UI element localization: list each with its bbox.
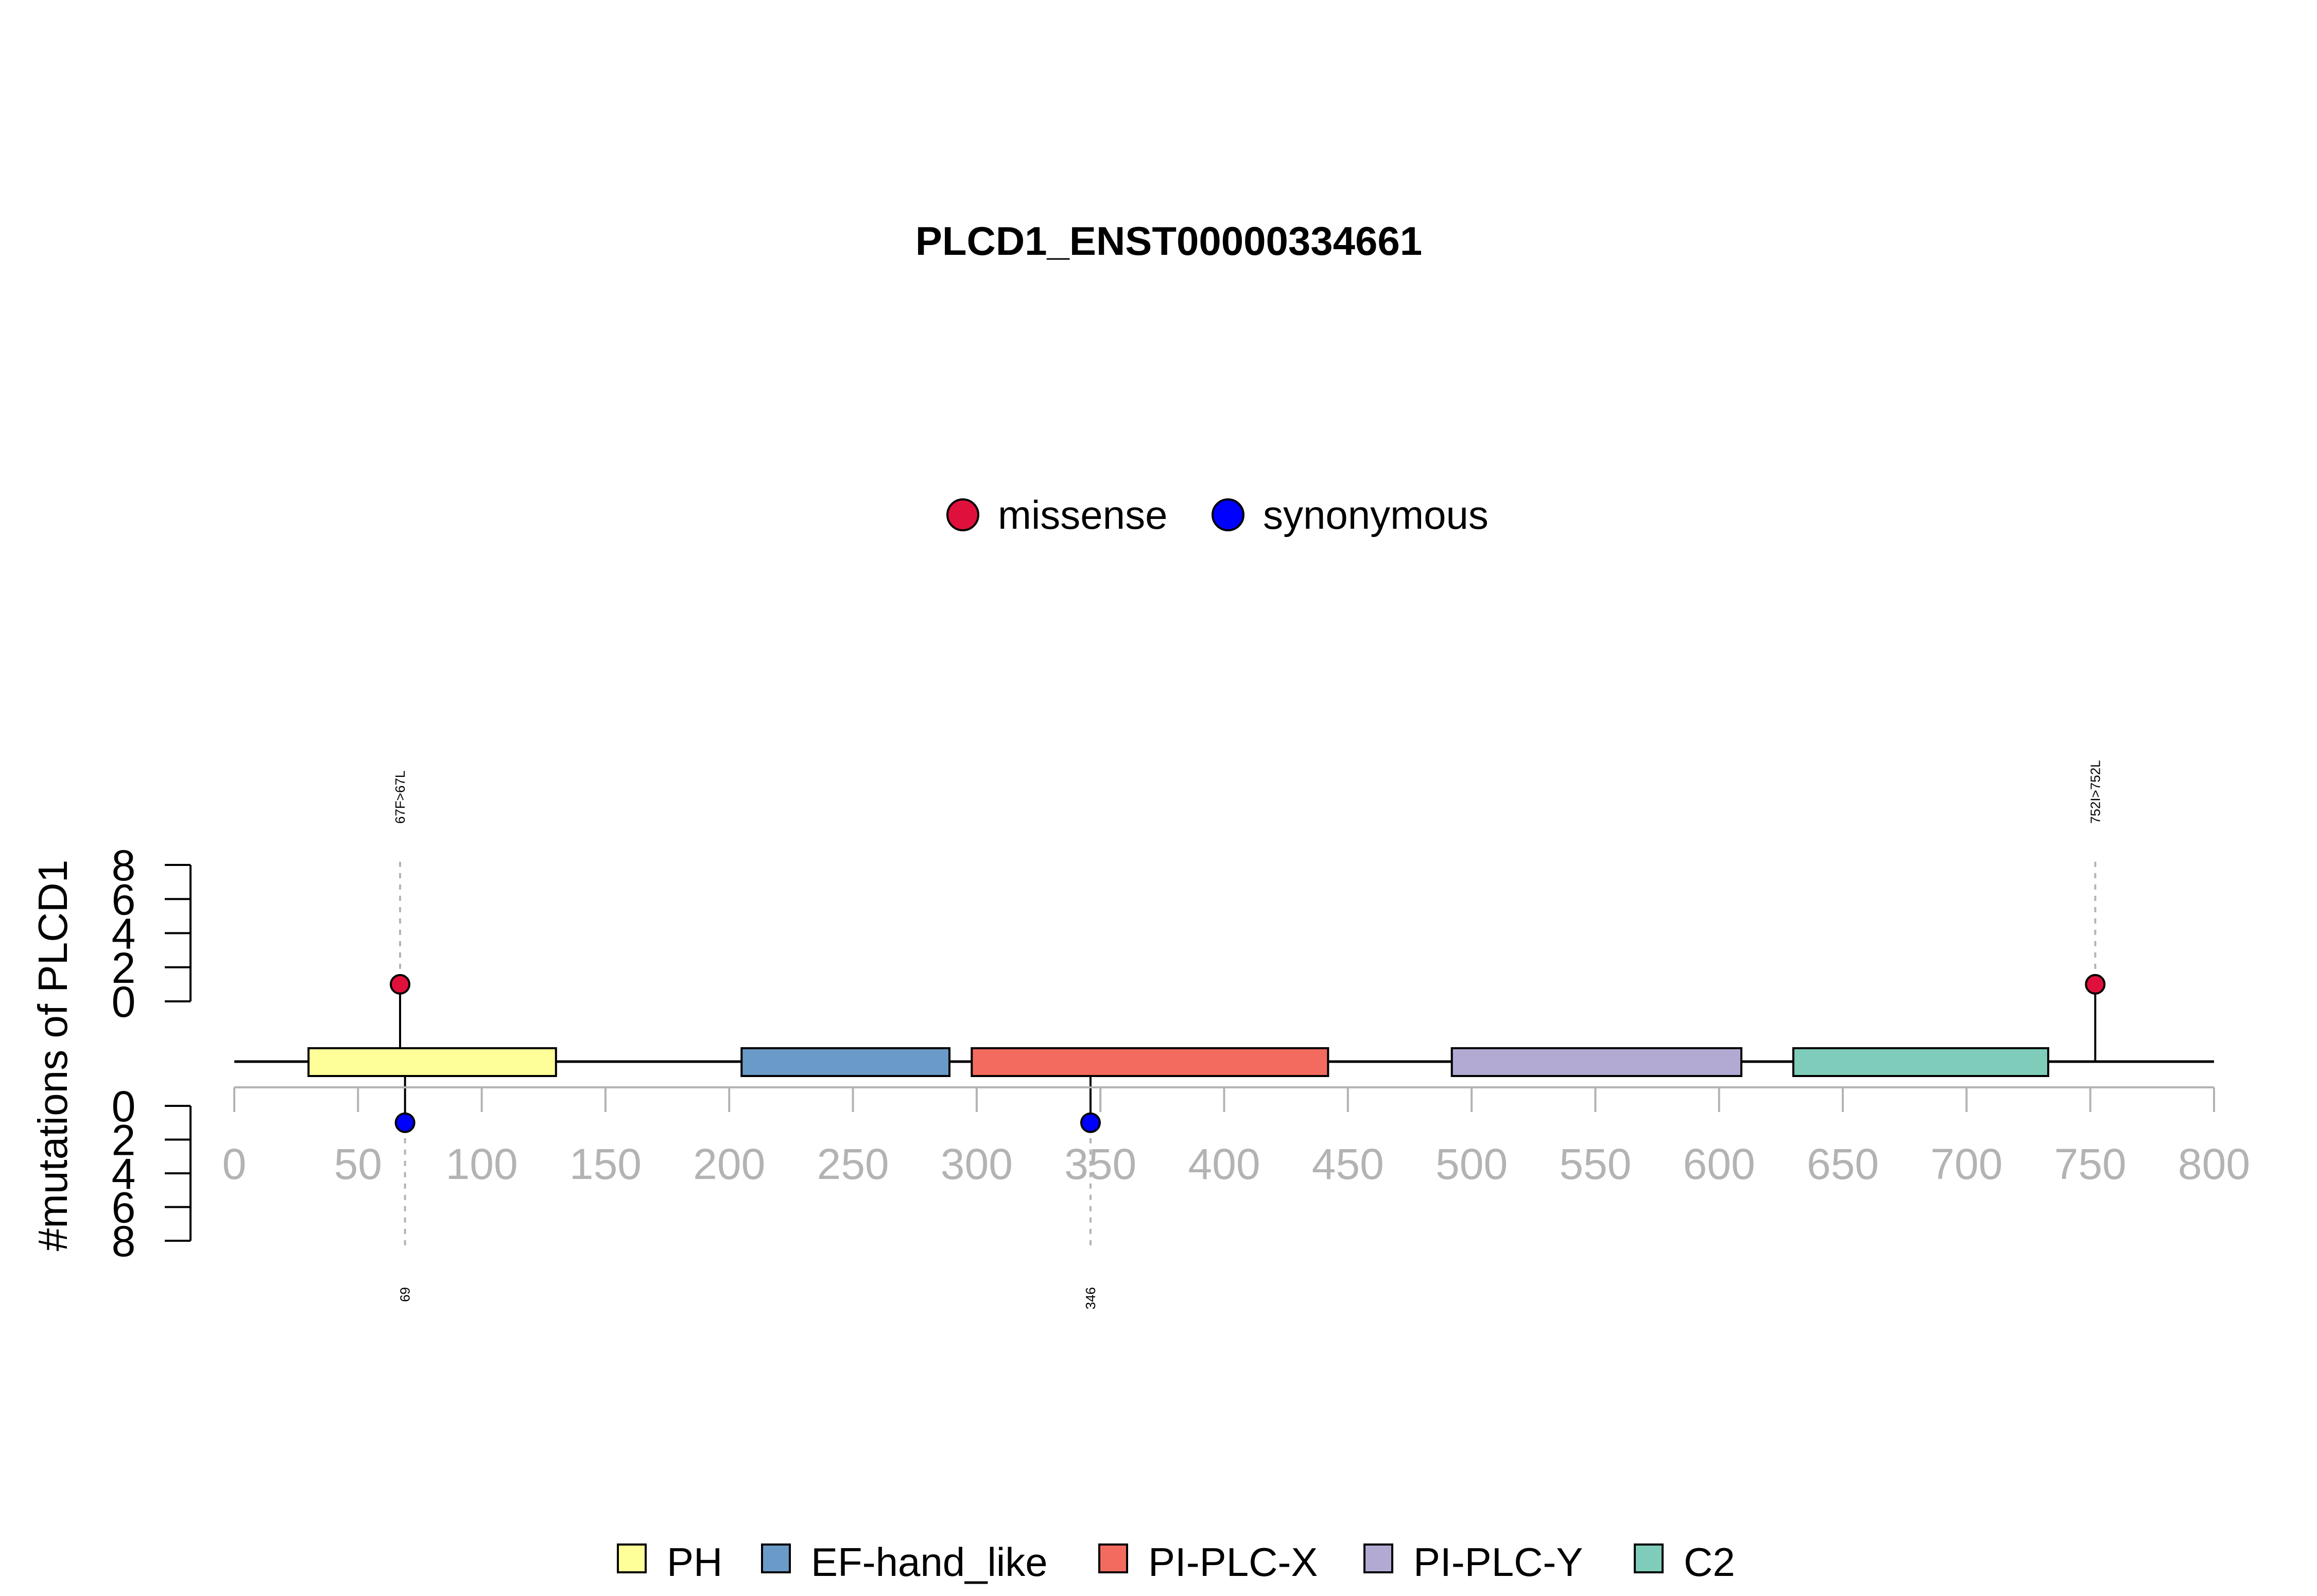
domain-legend-marker-EF-hand_like xyxy=(761,1543,791,1573)
x-tick-label-800: 800 xyxy=(2178,1140,2250,1188)
x-tick-label-700: 700 xyxy=(1930,1140,2002,1188)
x-tick-label-350: 350 xyxy=(1064,1140,1136,1188)
domain-legend: PH EF-hand_like PI-PLC-X PI-PLC-Y C2 xyxy=(617,1539,1735,1585)
domain-EF-hand_like xyxy=(740,1047,951,1077)
domain-legend-label-PI-PLC-X: PI-PLC-X xyxy=(1148,1539,1318,1585)
y-axis-label: #mutations of PLCD1 xyxy=(30,860,76,1251)
x-tick-label-150: 150 xyxy=(569,1140,642,1188)
x-tick-label-750: 750 xyxy=(2054,1140,2126,1188)
domain-PH xyxy=(307,1047,557,1077)
x-tick-label-250: 250 xyxy=(817,1140,889,1188)
y-tick-label-bottom-2: 2 xyxy=(112,1116,136,1165)
domain-legend-label-C2: C2 xyxy=(1684,1539,1735,1585)
legend-marker-synonymous xyxy=(1212,498,1244,531)
x-tick-label-450: 450 xyxy=(1312,1140,1384,1188)
y-tick-label-bottom-6: 6 xyxy=(112,1184,136,1232)
mutation-label-346: 346 xyxy=(1083,1287,1098,1309)
mutation-label-69: 69 xyxy=(397,1287,413,1302)
x-tick-label-50: 50 xyxy=(334,1140,382,1188)
domain-legend-label-PH: PH xyxy=(667,1539,722,1585)
domain-legend-marker-C2 xyxy=(1634,1543,1664,1573)
x-tick-label-100: 100 xyxy=(446,1140,518,1188)
y-tick-label-top-4: 4 xyxy=(112,910,136,958)
y-tick-label-top-8: 8 xyxy=(112,841,136,890)
x-tick-label-500: 500 xyxy=(1436,1140,1508,1188)
y-tick-label-top-6: 6 xyxy=(112,875,136,924)
y-tick-label-top-0: 0 xyxy=(112,978,136,1026)
chart-title: PLCD1_ENST00000334661 xyxy=(915,218,1422,264)
domain-legend-marker-PI-PLC-Y xyxy=(1363,1543,1393,1573)
domain-C2 xyxy=(1792,1047,2049,1077)
x-tick-label-300: 300 xyxy=(941,1140,1013,1188)
protein-domains xyxy=(307,1047,2049,1077)
domain-legend-label-PI-PLC-Y: PI-PLC-Y xyxy=(1413,1539,1583,1585)
legend-label-synonymous: synonymous xyxy=(1263,492,1489,537)
x-tick-label-550: 550 xyxy=(1559,1140,1631,1188)
mutation-points xyxy=(390,974,2106,1133)
x-tick-label-0: 0 xyxy=(222,1140,247,1188)
x-tick-label-600: 600 xyxy=(1683,1140,1755,1188)
mutation-point-752 xyxy=(2085,974,2106,995)
mutation-label-67: 67F>67L xyxy=(392,771,408,824)
y-tick-label-top-2: 2 xyxy=(112,944,136,992)
x-axis: 0 50 100 150 200 250 300 350 400 450 500 550 600 650 7… xyxy=(222,1086,2250,1188)
mutation-point-346 xyxy=(1080,1112,1101,1133)
y-tick-label-bottom-0: 0 xyxy=(112,1082,136,1131)
domain-legend-marker-PI-PLC-X xyxy=(1098,1543,1128,1573)
mutation-point-67 xyxy=(390,974,411,995)
x-tick-label-650: 650 xyxy=(1807,1140,1879,1188)
x-tick-label-400: 400 xyxy=(1188,1140,1260,1188)
y-tick-label-bottom-4: 4 xyxy=(112,1150,136,1198)
x-tick-label-200: 200 xyxy=(693,1140,765,1188)
domain-legend-label-EF-hand_like: EF-hand_like xyxy=(811,1539,1048,1585)
mutation-labels: 67F>67L 752I>752L 69 346 xyxy=(392,760,2103,1309)
domain-PI-PLC-Y xyxy=(1450,1047,1743,1077)
mutation-label-752: 752I>752L xyxy=(2087,760,2103,824)
domain-legend-marker-PH xyxy=(617,1543,647,1573)
legend-label-missense: missense xyxy=(998,492,1167,537)
domain-PI-PLC-X xyxy=(971,1047,1329,1077)
y-tick-label-bottom-8: 8 xyxy=(112,1217,136,1265)
mutation-point-69 xyxy=(394,1112,416,1133)
legend-marker-missense xyxy=(946,498,979,531)
mutation-legend: missense synonymous xyxy=(946,492,1489,537)
